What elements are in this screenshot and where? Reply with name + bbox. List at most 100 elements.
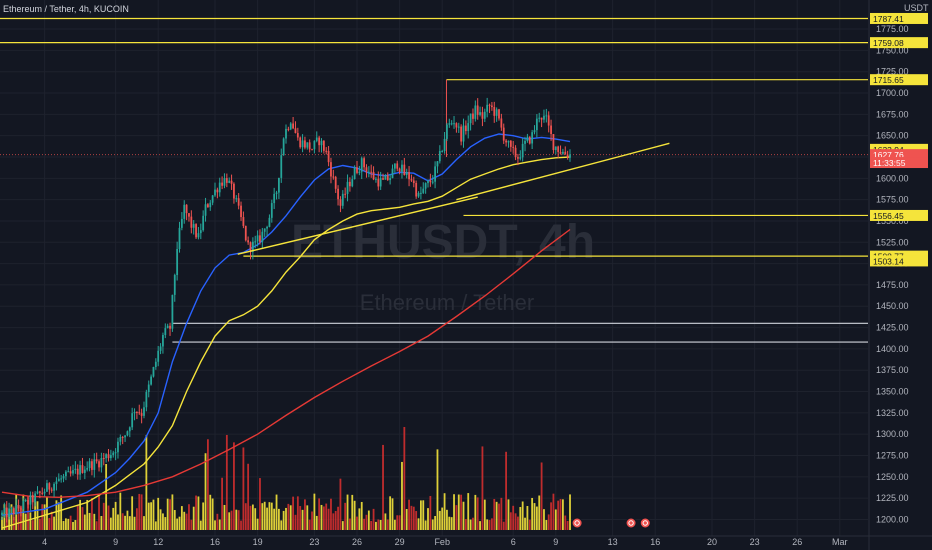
event-icons[interactable] [571, 517, 651, 529]
candle-body [393, 163, 396, 169]
candle-body [351, 179, 354, 187]
volume-bar [259, 478, 261, 530]
volume-bar [315, 515, 318, 530]
volume-bar [249, 505, 252, 530]
volume-bar [443, 493, 446, 530]
volume-bar [306, 505, 309, 530]
candle-body [183, 204, 186, 219]
candle-body [218, 182, 221, 193]
volume-bar [157, 497, 160, 530]
candle-body [417, 192, 420, 197]
event-icon-glyph [574, 520, 580, 526]
volume-bar [507, 499, 510, 530]
candle-body [254, 241, 257, 243]
candle-body [318, 137, 321, 146]
candle-body [192, 224, 195, 228]
volume-bar [72, 521, 74, 530]
volume-bar [280, 520, 283, 530]
volume-bar [199, 520, 202, 530]
volume-bar [138, 493, 141, 530]
price-tag-label: 11:33:55 [873, 158, 906, 168]
candle-body [509, 140, 512, 147]
volume-bar [422, 500, 425, 530]
candle-body [500, 118, 503, 128]
volume-bar [464, 519, 467, 530]
volume-bar [270, 502, 273, 530]
candle-body [301, 140, 304, 148]
volume-bar [512, 505, 515, 530]
candle-body [505, 140, 507, 143]
volume-bar [401, 461, 403, 530]
volume-bar [102, 502, 105, 530]
candle-body [91, 461, 93, 470]
volume-bar [322, 506, 325, 530]
volume-bar [514, 513, 517, 530]
time-axis[interactable]: 4 9 12 16 19 23 26 29 Feb 6 9 13 16 20 23 26 Mar [0, 535, 932, 547]
candle-body [479, 112, 481, 115]
price-levels[interactable] [0, 17, 868, 343]
level-tag-bg [870, 74, 928, 86]
volume-bar [528, 519, 531, 530]
volume-bar [48, 517, 51, 530]
volume-bar [74, 520, 77, 530]
time-tick-label: 9 [553, 537, 558, 547]
volume-bar [41, 504, 44, 530]
time-tick-label: 23 [750, 537, 760, 547]
volume-bar [424, 520, 427, 530]
volume-bar [289, 505, 292, 530]
volume-bar [207, 439, 209, 530]
candle-body [306, 142, 309, 148]
candle-body [495, 109, 498, 116]
candle-body [36, 491, 39, 494]
volume-bar [292, 496, 294, 530]
candle-body [235, 198, 238, 200]
volume-bar [417, 518, 420, 530]
volume-bar [481, 446, 484, 530]
candle-body [107, 454, 110, 459]
candle-body [188, 213, 190, 217]
volume-bar [169, 499, 171, 530]
volume-bar [509, 512, 512, 530]
candle-body [429, 180, 432, 183]
volume-bar [79, 499, 81, 530]
volume-bar [370, 520, 373, 530]
candle-body [533, 130, 536, 133]
volume-bar [24, 513, 27, 530]
price-tick-label: 1400.00 [876, 344, 909, 354]
volume-bar [535, 506, 538, 530]
candle-body [327, 150, 330, 163]
level-tag-label: 1503.14 [873, 256, 904, 266]
trendlines[interactable] [237, 142, 670, 255]
watermark-ticker: ETHUSDT, 4h [291, 216, 595, 269]
volume-bar [273, 508, 276, 530]
candle-body [240, 205, 242, 218]
candle-body [15, 505, 18, 515]
candle-body [55, 481, 58, 484]
candle-body [521, 143, 524, 158]
candle-body [65, 471, 67, 477]
candle-body [20, 508, 22, 510]
candle-body [154, 361, 157, 367]
volume-bar [349, 518, 351, 530]
candle-body [27, 500, 29, 505]
candle-body [166, 325, 169, 329]
candle-body [491, 105, 493, 108]
candle-body [349, 181, 351, 187]
volume-bar [145, 435, 148, 530]
volume-bar [136, 508, 138, 530]
volume-bar [533, 503, 536, 530]
volume-bar [46, 496, 48, 530]
candle-body [207, 204, 209, 208]
time-tick-label: 6 [511, 537, 516, 547]
volume-bar [263, 501, 266, 530]
price-tick-label: 1550.00 [876, 216, 909, 226]
volume-bar [17, 505, 20, 530]
candle-body [190, 216, 193, 228]
volume-bar [55, 500, 58, 530]
volume-bar [143, 516, 145, 530]
candle-body [1, 512, 3, 516]
price-axis[interactable]: 1200.00 1225.00 1250.00 1275.00 1300.00 1325.… [868, 0, 909, 550]
candle-body [493, 107, 496, 116]
volume-bar [180, 506, 183, 530]
